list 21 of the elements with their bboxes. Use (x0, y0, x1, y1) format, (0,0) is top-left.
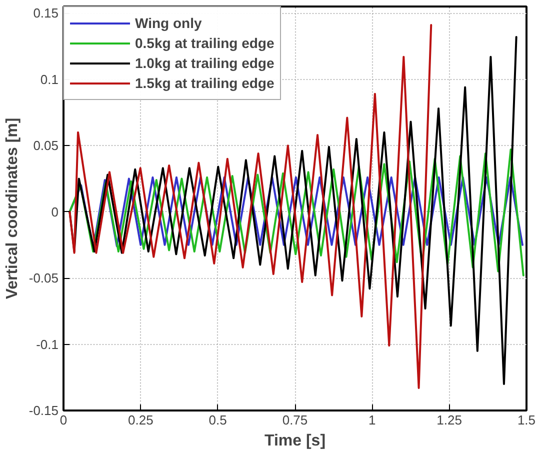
x-tick-label: 1 (368, 412, 376, 428)
legend-label: 1.0kg at trailing edge (135, 55, 274, 71)
line-series (68, 148, 524, 276)
legend-label: 1.5kg at trailing edge (135, 75, 274, 91)
x-tick-label: 0.75 (282, 412, 308, 428)
x-tick-label: 1.25 (436, 412, 462, 428)
legend-label: 0.5kg at trailing edge (135, 35, 274, 51)
y-tick-label: 0.05 (33, 138, 59, 154)
x-axis-title: Time [s] (264, 432, 326, 450)
y-tick-label: 0.15 (33, 6, 59, 21)
legend-label: Wing only (135, 15, 202, 31)
y-tick-label: -0.1 (36, 336, 59, 352)
line-series (68, 36, 518, 386)
y-tick-label: 0.1 (40, 72, 59, 87)
y-tick-label: -0.05 (28, 270, 59, 286)
x-tick-label: 1.5 (517, 412, 536, 428)
x-tick-label: 0.25 (128, 412, 154, 428)
y-tick-label: 0 (51, 204, 59, 220)
y-axis-title: Vertical coordinates [m] (4, 118, 21, 300)
y-tick-label: -0.15 (28, 403, 59, 418)
x-tick-label: 0.5 (208, 412, 227, 428)
